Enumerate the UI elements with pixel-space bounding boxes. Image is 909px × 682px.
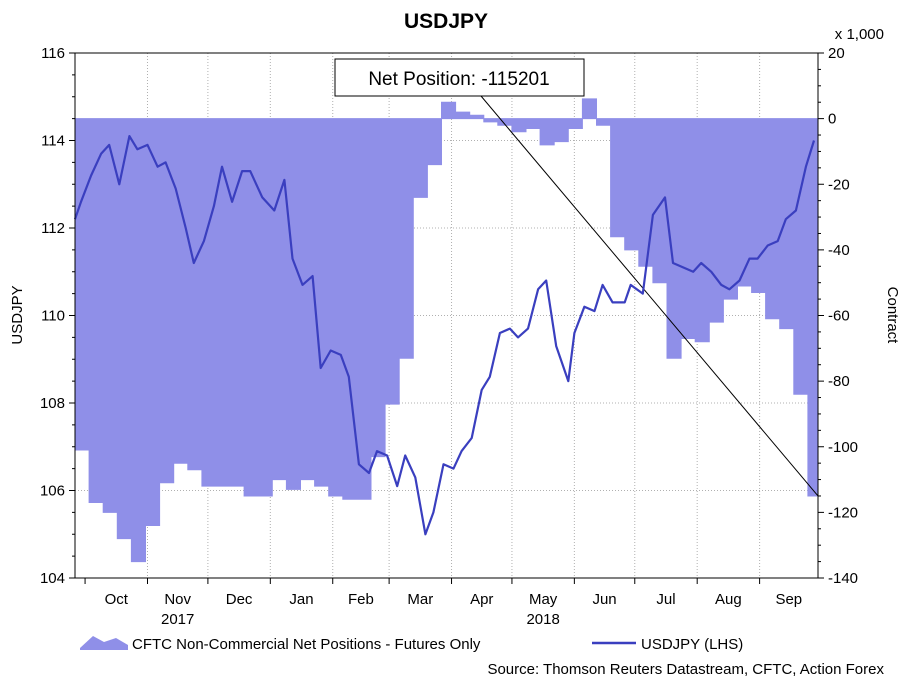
right-tick-label: -80 (828, 373, 850, 390)
net-position-area-group (74, 98, 819, 563)
right-tick-label: -100 (828, 439, 858, 456)
x-month-label: May (529, 591, 558, 608)
annotation-leader-line-group (480, 95, 819, 497)
legend-line-label: USDJPY (LHS) (641, 636, 743, 653)
x-axis-ticks: Oct Nov Dec Jan Feb Mar Apr May Jun Jul Aug Sep 2017… (84, 578, 802, 628)
annotation-box: Net Position: -115201 (334, 58, 585, 97)
right-axis-multiplier: x 1,000 (835, 26, 884, 43)
right-tick-label: 20 (828, 45, 845, 62)
x-month-label: Aug (715, 591, 742, 608)
chart-title: USDJPY (404, 10, 488, 33)
right-axis-ticks: 20 0 -20 -40 -60 -80 -100 -120 -140 (818, 45, 858, 587)
x-month-label: Nov (164, 591, 191, 608)
legend-area-swatch (80, 636, 128, 650)
right-tick-label: -40 (828, 242, 850, 259)
source-note: Source: Thomson Reuters Datastream, CFTC… (487, 661, 884, 678)
x-month-label: Apr (470, 591, 493, 608)
annotation-text: Net Position: -115201 (368, 69, 549, 90)
left-tick-label: 112 (41, 220, 65, 237)
legend-area-label: CFTC Non-Commercial Net Positions - Futu… (132, 636, 481, 653)
right-tick-label: 0 (828, 111, 836, 128)
x-year-label: 2018 (526, 611, 559, 628)
x-month-label: Dec (226, 591, 253, 608)
right-tick-label: -140 (828, 570, 858, 587)
right-tick-label: -60 (828, 308, 850, 325)
right-tick-label: -120 (828, 504, 858, 521)
left-tick-label: 110 (41, 308, 65, 325)
left-tick-label: 106 (40, 483, 65, 500)
annotation-leader-line (480, 95, 819, 497)
right-tick-label: -20 (828, 176, 850, 193)
usdjpy-line (73, 135, 816, 536)
x-month-label: Jan (289, 591, 313, 608)
x-month-label: Feb (348, 591, 374, 608)
legend: CFTC Non-Commercial Net Positions - Futu… (80, 636, 743, 653)
x-month-label: Oct (105, 591, 129, 608)
x-year-label: 2017 (161, 611, 194, 628)
left-tick-label: 114 (41, 133, 65, 150)
left-tick-label: 104 (40, 570, 65, 587)
right-axis-label: Contract (884, 287, 901, 345)
left-axis-label: USDJPY (9, 285, 26, 344)
x-month-label: Jul (656, 591, 675, 608)
usdjpy-line-group (73, 135, 816, 536)
net-position-area (74, 98, 819, 563)
left-axis-ticks: 104 106 108 110 112 114 116 (40, 45, 75, 587)
x-month-label: Jun (592, 591, 616, 608)
left-tick-label: 108 (40, 395, 65, 412)
x-month-label: Sep (775, 591, 802, 608)
x-month-label: Mar (407, 591, 433, 608)
left-tick-label: 116 (41, 45, 65, 62)
